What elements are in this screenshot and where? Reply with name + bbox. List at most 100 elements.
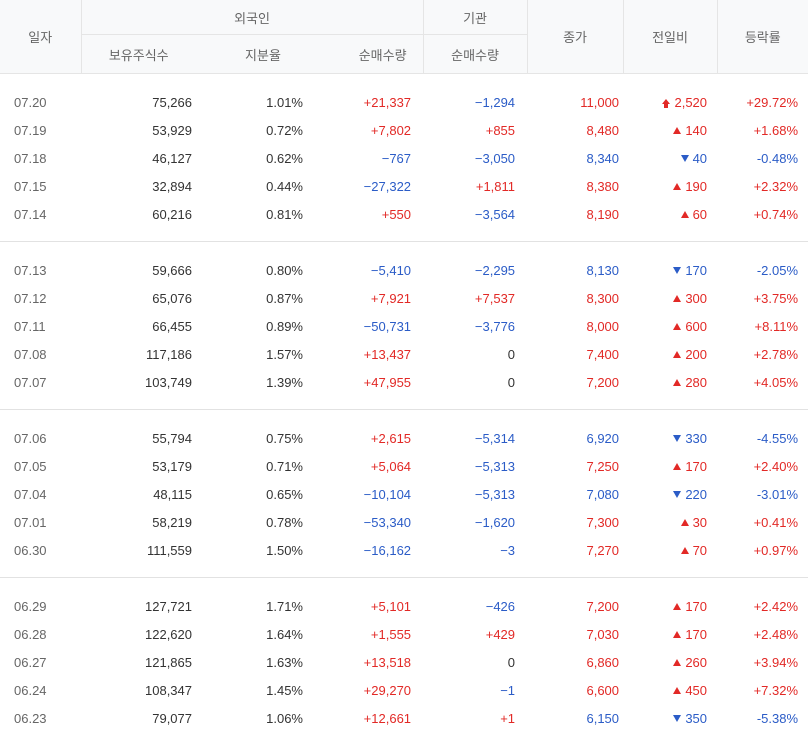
arrow-up-icon [681,547,689,554]
cell-change: 170 [623,452,717,480]
cell-foreign-net: +21,337 [311,74,423,117]
cell-close: 7,080 [527,480,623,508]
arrow-up-icon [673,351,681,358]
cell-change: 600 [623,312,717,340]
cell-change-value: 260 [685,655,707,670]
cell-inst-net: −3,050 [423,144,527,172]
cell-foreign-net: +5,064 [311,452,423,480]
cell-inst-net: +1,811 [423,172,527,200]
cell-change-value: 40 [693,151,707,166]
cell-inst-net: −5,313 [423,452,527,480]
cell-close: 7,030 [527,620,623,648]
cell-date: 07.12 [0,284,81,312]
cell-date: 06.28 [0,620,81,648]
cell-date: 06.24 [0,676,81,704]
cell-change-value: 2,520 [674,95,707,110]
cell-close: 7,400 [527,340,623,368]
cell-inst-net: −5,313 [423,480,527,508]
cell-date: 07.14 [0,200,81,242]
cell-close: 6,860 [527,648,623,676]
cell-holdings: 117,186 [81,340,196,368]
cell-close: 7,300 [527,508,623,536]
cell-ratio: 1.63% [196,648,311,676]
cell-foreign-net: −50,731 [311,312,423,340]
cell-date: 07.15 [0,172,81,200]
cell-inst-net: −1,294 [423,74,527,117]
cell-holdings: 53,929 [81,116,196,144]
cell-date: 07.11 [0,312,81,340]
cell-date: 06.27 [0,648,81,676]
cell-inst-net: 0 [423,368,527,410]
cell-close: 8,380 [527,172,623,200]
cell-change: 170 [623,578,717,620]
cell-ratio: 0.89% [196,312,311,340]
cell-foreign-net: +29,270 [311,676,423,704]
cell-inst-net: 0 [423,340,527,368]
arrow-up-icon [673,631,681,638]
header-rate: 등락률 [717,0,808,74]
cell-change: 60 [623,200,717,242]
cell-ratio: 0.81% [196,200,311,242]
cell-change-value: 30 [693,515,707,530]
cell-close: 7,200 [527,578,623,620]
cell-date: 06.30 [0,536,81,578]
cell-close: 8,340 [527,144,623,172]
cell-rate: -5.38% [717,704,808,745]
cell-foreign-net: −767 [311,144,423,172]
cell-close: 8,130 [527,242,623,284]
cell-ratio: 0.71% [196,452,311,480]
cell-rate: +3.75% [717,284,808,312]
cell-holdings: 58,219 [81,508,196,536]
cell-change: 170 [623,242,717,284]
cell-change: 2,520 [623,74,717,117]
cell-foreign-net: +7,802 [311,116,423,144]
cell-change-value: 190 [685,179,707,194]
arrow-up-icon [673,323,681,330]
arrow-up-icon [673,603,681,610]
cell-inst-net: −1 [423,676,527,704]
cell-rate: +0.41% [717,508,808,536]
cell-ratio: 0.72% [196,116,311,144]
cell-rate: -4.55% [717,410,808,452]
cell-change: 70 [623,536,717,578]
cell-holdings: 46,127 [81,144,196,172]
header-date: 일자 [0,0,81,74]
cell-foreign-net: +550 [311,200,423,242]
arrow-down-icon [673,715,681,722]
cell-rate: +2.48% [717,620,808,648]
cell-holdings: 111,559 [81,536,196,578]
cell-date: 07.01 [0,508,81,536]
cell-change-value: 350 [685,711,707,726]
arrow-down-icon [673,491,681,498]
cell-rate: -0.48% [717,144,808,172]
cell-foreign-net: +1,555 [311,620,423,648]
cell-change: 330 [623,410,717,452]
cell-date: 07.06 [0,410,81,452]
cell-foreign-net: −27,322 [311,172,423,200]
cell-foreign-net: −53,340 [311,508,423,536]
cell-rate: +0.97% [717,536,808,578]
cell-date: 07.05 [0,452,81,480]
cell-date: 07.08 [0,340,81,368]
cell-inst-net: −426 [423,578,527,620]
cell-date: 07.04 [0,480,81,508]
cell-foreign-net: +5,101 [311,578,423,620]
cell-change-value: 280 [685,375,707,390]
cell-ratio: 1.45% [196,676,311,704]
cell-holdings: 79,077 [81,704,196,745]
cell-change-value: 200 [685,347,707,362]
arrow-up-icon [673,463,681,470]
cell-date: 07.07 [0,368,81,410]
cell-inst-net: −5,314 [423,410,527,452]
